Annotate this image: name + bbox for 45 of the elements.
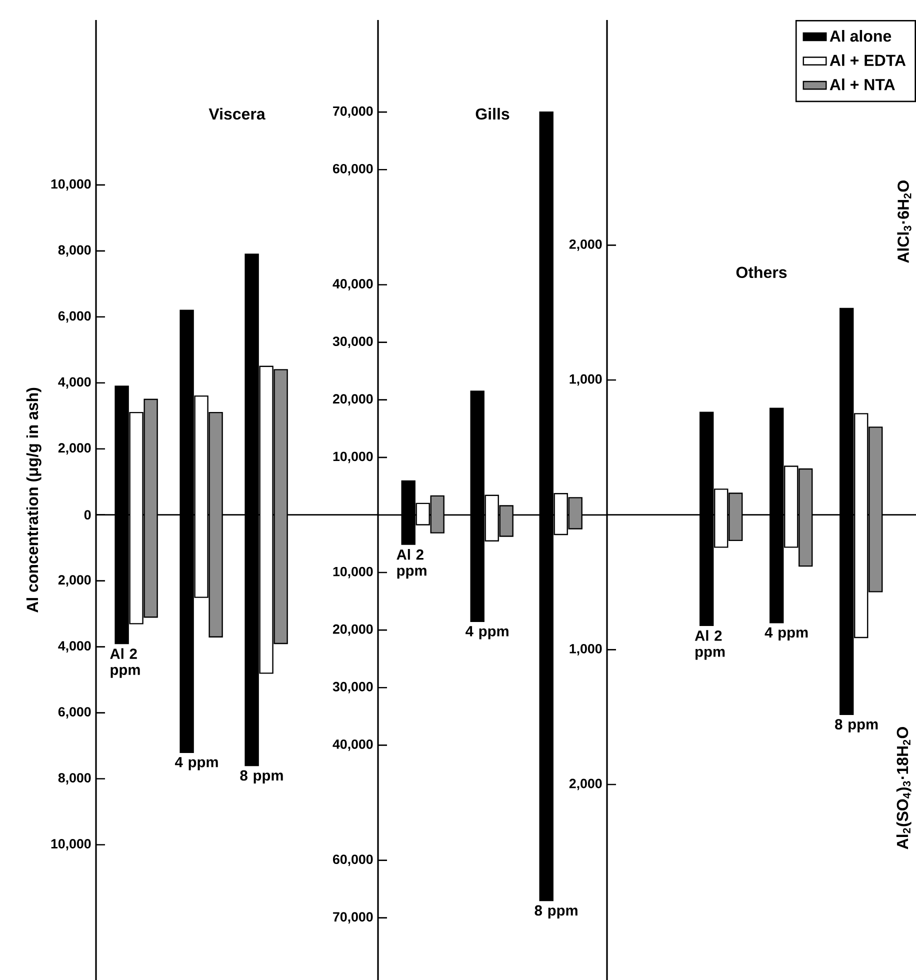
text: Gills: [476, 108, 510, 120]
x-tick-label: Al 2 ppm: [396, 549, 426, 579]
y-tick-label: 10,000: [333, 566, 373, 578]
legend-label: Al + EDTA: [830, 54, 906, 66]
y-tick-label: 70,000: [333, 912, 373, 924]
x-tick-label: 8 ppm: [240, 770, 283, 784]
text: Viscera: [208, 108, 266, 120]
y-tick-label: 10,000: [333, 452, 373, 464]
y-tick-label: 40,000: [332, 279, 373, 290]
y-tick-label: 60,000: [332, 164, 373, 176]
y-tick-label: 4,000: [58, 377, 91, 389]
y-tick-label: 30,000: [332, 682, 373, 694]
text: Others: [736, 266, 787, 278]
x-tick-label: 4 ppm: [174, 757, 218, 770]
y-tick-label: 20,000: [332, 624, 373, 636]
text: Al$_{2}$(SO$_{4}$)$_{3}$·18H$_{2}$O: [896, 727, 912, 850]
y-tick-label: 0: [84, 510, 91, 520]
legend-label: Al + NTA: [830, 78, 895, 90]
y-tick-label: 10,000: [51, 839, 91, 850]
y-tick-label: 20,000: [332, 394, 373, 406]
annotation: AlCl$_{3}$·6H$_{2}$O: [897, 180, 912, 263]
y-tick-label: 2,000: [569, 239, 602, 251]
y-tick-label: 8,000: [58, 773, 91, 784]
legend-label: Al alone: [830, 30, 892, 42]
x-tick-label: 4 ppm: [466, 626, 508, 640]
y-tick-label: 60,000: [332, 854, 373, 866]
y-tick-label: 6,000: [58, 707, 91, 718]
y-tick-label: 70,000: [333, 106, 373, 118]
y-tick-label: 4,000: [58, 641, 91, 652]
y-tick-label: 2,000: [569, 778, 602, 790]
x-tick-label: 4 ppm: [764, 627, 808, 641]
y-tick-label: 1,000: [570, 644, 602, 656]
y-tick-label: 2,000: [58, 443, 91, 455]
y-tick-label: 30,000: [332, 336, 373, 348]
x-tick-label: Al 2 ppm: [694, 630, 725, 660]
y-tick-label: 8,000: [58, 245, 91, 257]
y-axis-title: Al concentration (μg/g in ash): [26, 388, 42, 612]
y-tick-label: 2,000: [58, 575, 91, 587]
x-tick-label: Al 2 ppm: [110, 648, 140, 678]
y-tick-label: 40,000: [332, 739, 373, 751]
y-tick-label: 10,000: [51, 179, 91, 191]
y-tick-label: 1,000: [570, 374, 602, 386]
y-tick-label: 6,000: [58, 311, 91, 323]
x-tick-label: 8 ppm: [835, 719, 878, 732]
x-tick-label: 8 ppm: [534, 905, 578, 919]
